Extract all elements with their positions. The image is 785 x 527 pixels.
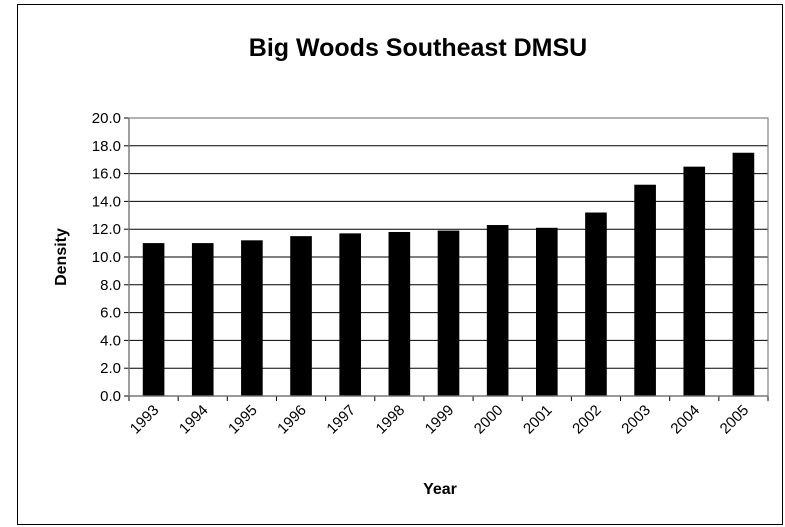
- y-tick-label: 16.0: [92, 166, 121, 183]
- y-tick-label: 8.0: [100, 277, 121, 294]
- y-tick-labels: 0.0 2.0 4.0 6.0 8.0 10.0 12.0 14.0 16.0 18.0 20.0: [92, 110, 121, 405]
- y-tick-label: 2.0: [100, 360, 121, 377]
- x-tick-label: 1996: [274, 402, 310, 438]
- bar-2002: [585, 212, 607, 396]
- x-tick-label: 2005: [717, 402, 753, 438]
- y-tick-label: 4.0: [100, 332, 121, 349]
- bar-2001: [535, 227, 558, 396]
- x-tick-labels: 1993 1994 1995 1996 1997 1998 1999 2000 2001 2002…: [127, 402, 752, 438]
- y-tick-label: 12.0: [92, 221, 121, 238]
- bar-1999: [437, 230, 460, 396]
- x-tick-label: 1997: [323, 402, 359, 438]
- bars: [128, 118, 769, 401]
- y-tick-label: 0.0: [100, 388, 121, 405]
- chart-title: Big Woods Southeast DMSU: [249, 34, 587, 62]
- x-tick-label: 1995: [225, 402, 261, 438]
- bar-1996: [290, 236, 312, 396]
- x-tick-label: 1994: [176, 402, 212, 438]
- y-tick-label: 14.0: [92, 193, 121, 210]
- bar-1998: [388, 231, 411, 396]
- bar-1993: [142, 243, 165, 396]
- y-tick-label: 18.0: [92, 138, 121, 155]
- bar-1997: [339, 233, 362, 396]
- y-tick-label: 10.0: [92, 249, 121, 266]
- bar-2005: [732, 152, 755, 396]
- bar-2003: [634, 184, 656, 396]
- x-tick-label: 1993: [127, 402, 163, 438]
- bar-1995: [241, 240, 263, 396]
- x-tick-label: 2002: [569, 402, 605, 438]
- plot-area-border: [128, 117, 769, 397]
- y-axis-label: Density: [53, 228, 70, 286]
- y-tick-label: 6.0: [100, 305, 121, 322]
- x-tick-label: 2004: [667, 402, 703, 438]
- x-axis-label: Year: [423, 481, 457, 498]
- x-tick-label: 1999: [422, 402, 458, 438]
- bar-1994: [191, 243, 214, 396]
- x-tick-label: 2001: [520, 402, 556, 438]
- y-tick-label: 20.0: [92, 110, 121, 127]
- x-tick-label: 2000: [471, 402, 507, 438]
- x-tick-label: 2003: [618, 402, 654, 438]
- x-tick-label: 1998: [373, 402, 409, 438]
- bar-2000: [486, 225, 509, 396]
- bar-2004: [683, 166, 706, 396]
